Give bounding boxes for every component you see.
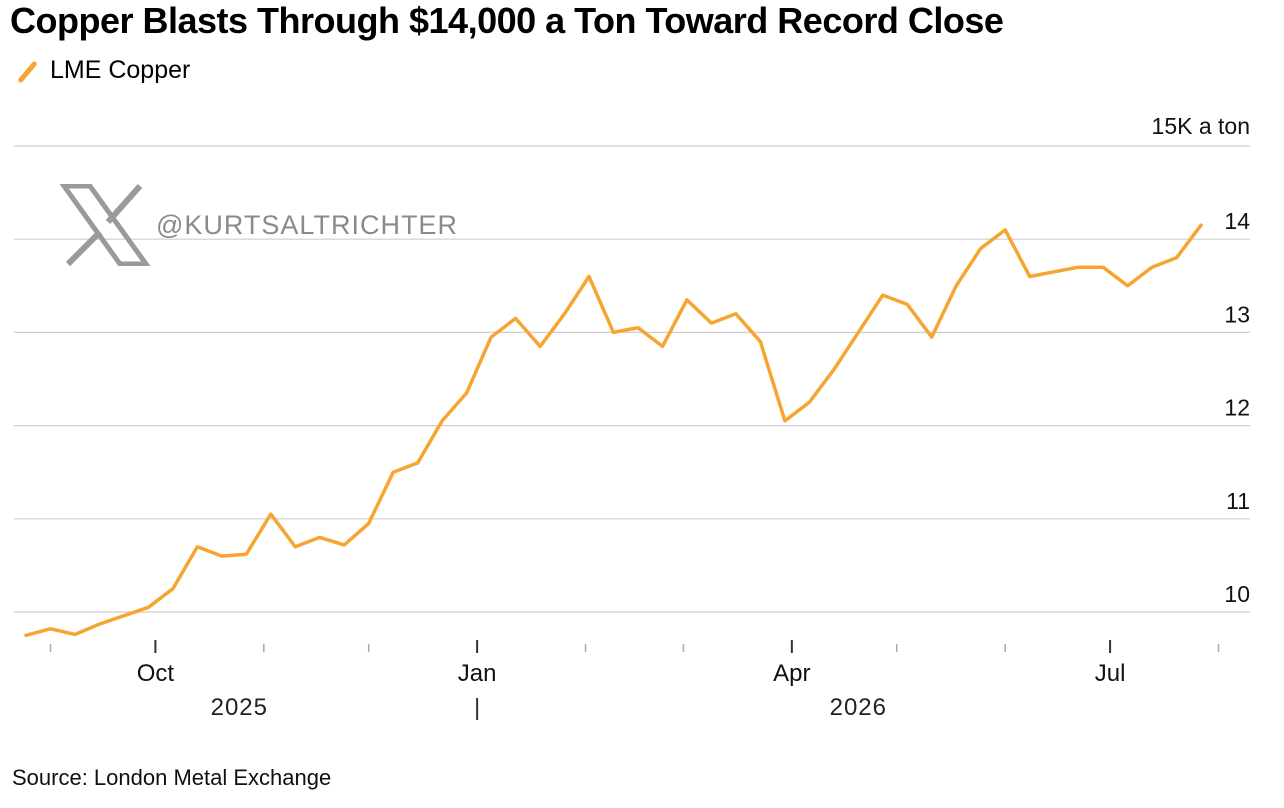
legend-label: LME Copper [50,56,191,84]
watermark: @KURTSALTRICHTER [60,184,458,266]
x-tick-label: Apr [773,660,810,687]
x-tick-label: Jul [1095,660,1126,687]
year-label: 2025 [211,694,268,721]
y-tick-label: 12 [1224,395,1250,421]
y-unit-label: 15K a ton [1152,113,1250,139]
series-layer [24,223,1203,638]
x-axis: Oct Jan Apr Jul 2025 2026 [49,640,1220,721]
legend: LME Copper [16,56,190,85]
x-logo-icon [60,184,150,266]
y-tick-label: 14 [1224,208,1250,234]
y-tick-label: 11 [1226,488,1250,514]
watermark-handle: @KURTSALTRICHTER [156,209,458,240]
grid-lines [14,145,1250,613]
y-tick-label: 10 [1224,581,1250,607]
year-label: 2026 [830,694,887,721]
y-tick-label: 13 [1224,301,1250,327]
x-tick-label: Jan [458,660,497,687]
series-line-lme-copper [24,223,1203,638]
x-tick-label: Oct [137,660,175,687]
source-note: Source: London Metal Exchange [12,765,332,790]
y-axis-labels: 10 11 12 13 14 15K a ton [1152,113,1251,607]
chart-title: Copper Blasts Through $14,000 a Ton Towa… [10,0,1004,41]
